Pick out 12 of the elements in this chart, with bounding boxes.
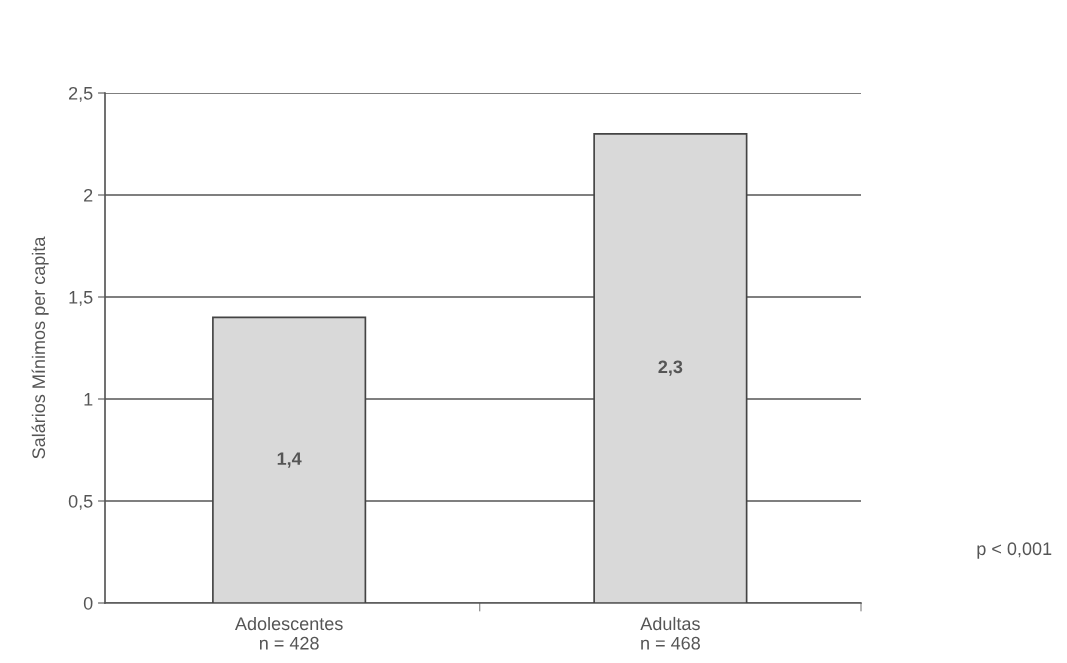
y-tick-label: 2 [84, 188, 93, 202]
x-tick-label: Adultas n = 468 [640, 616, 700, 650]
data-label: 2,3 [658, 360, 683, 376]
y-tick-label: 0,5 [68, 494, 93, 510]
data-label: 1,4 [277, 452, 302, 468]
y-tick-label: 2,5 [69, 86, 93, 102]
x-tick-label: Adolescentes n = 428 [234, 616, 343, 650]
text: p < 0,001 [977, 542, 1052, 559]
y-tick-label: 0 [83, 596, 93, 610]
y-tick-label: 1 [84, 393, 93, 406]
y-tick-label: 1,5 [69, 291, 93, 306]
y-axis-title: Salários Mínimos per capita [31, 236, 49, 459]
